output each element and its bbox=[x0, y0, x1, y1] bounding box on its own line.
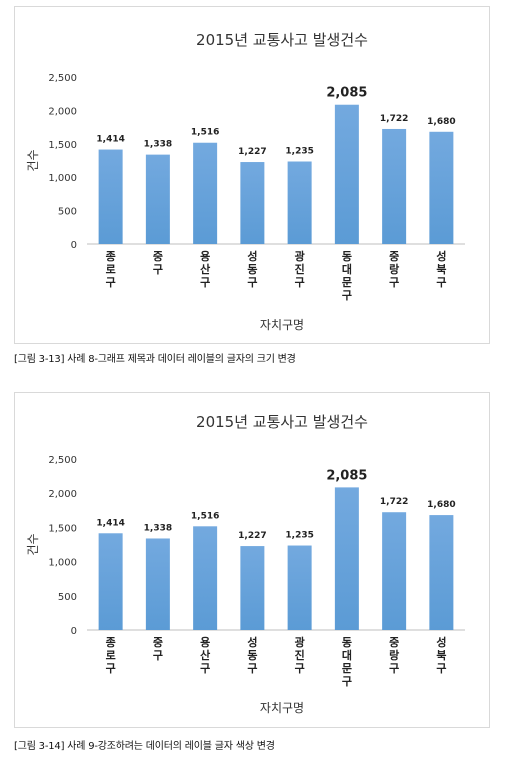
bar bbox=[193, 142, 218, 244]
data-label: 1,338 bbox=[144, 523, 172, 533]
data-label: 1,338 bbox=[144, 140, 172, 150]
x-axis-label: 자치구명 bbox=[260, 318, 304, 332]
chart-svg-2: 2015년 교통사고 발생건수 0 500 1,000 1,500 2,000 2,500 건… bbox=[26, 413, 465, 715]
y-axis-label: 건수 bbox=[26, 149, 40, 171]
data-label: 1,227 bbox=[238, 531, 266, 541]
bar bbox=[240, 162, 265, 244]
x-axis-label: 자치구명 bbox=[260, 701, 304, 715]
bar bbox=[145, 154, 170, 244]
bar bbox=[145, 538, 170, 630]
y-tick-label: 2,500 bbox=[48, 455, 77, 466]
data-label: 1,235 bbox=[285, 531, 313, 541]
bar bbox=[287, 161, 312, 244]
chart-title: 2015년 교통사고 발생건수 bbox=[196, 413, 368, 431]
figure-caption-2: [그림 3-14] 사례 9-강조하려는 데이터의 레이블 글자 색상 변경 bbox=[14, 741, 275, 752]
data-label: 1,414 bbox=[96, 135, 124, 145]
data-label-highlighted: 2,085 bbox=[326, 468, 367, 483]
y-tick-label: 1,000 bbox=[48, 173, 77, 184]
chart-panel-2: 2015년 교통사고 발생건수 0 500 1,000 1,500 2,000 2,500 건… bbox=[14, 392, 490, 728]
data-label: 1,235 bbox=[285, 147, 313, 157]
y-tick-label: 500 bbox=[58, 207, 77, 218]
bar bbox=[98, 533, 123, 630]
data-label: 1,227 bbox=[238, 147, 266, 157]
data-label: 1,680 bbox=[427, 117, 455, 127]
data-label: 1,722 bbox=[380, 114, 408, 124]
chart-panel-1: 2015년 교통사고 발생건수 0 500 1,000 1,500 2,000 2,500 건… bbox=[14, 6, 490, 344]
y-axis-label: 건수 bbox=[26, 533, 40, 555]
bar bbox=[429, 131, 454, 244]
figure-caption-1: [그림 3-13] 사례 8-그래프 제목과 데이터 레이블의 글자의 크기 변… bbox=[14, 354, 296, 365]
bar bbox=[334, 104, 359, 244]
y-tick-label: 1,500 bbox=[48, 523, 77, 534]
data-label-highlighted: 2,085 bbox=[326, 86, 367, 101]
data-label: 1,680 bbox=[427, 500, 455, 510]
y-tick-label: 0 bbox=[71, 240, 77, 251]
y-tick-label: 0 bbox=[71, 626, 77, 637]
chart-title: 2015년 교통사고 발생건수 bbox=[196, 31, 368, 49]
y-tick-label: 500 bbox=[58, 592, 77, 603]
data-label: 1,516 bbox=[191, 128, 219, 138]
bar bbox=[287, 545, 312, 630]
bar bbox=[193, 526, 218, 630]
y-tick-label: 2,000 bbox=[48, 106, 77, 117]
data-label: 1,722 bbox=[380, 497, 408, 507]
bar bbox=[382, 512, 407, 630]
bar bbox=[429, 515, 454, 630]
bar bbox=[98, 149, 123, 244]
data-label: 1,516 bbox=[191, 511, 219, 521]
data-label: 1,414 bbox=[96, 518, 124, 528]
y-tick-label: 1,000 bbox=[48, 558, 77, 569]
chart-svg-1: 2015년 교통사고 발생건수 0 500 1,000 1,500 2,000 2,500 건… bbox=[26, 31, 465, 332]
y-tick-label: 1,500 bbox=[48, 140, 77, 151]
bar bbox=[334, 487, 359, 630]
bar bbox=[240, 546, 265, 630]
y-tick-label: 2,000 bbox=[48, 489, 77, 500]
bar bbox=[382, 128, 407, 244]
y-tick-label: 2,500 bbox=[48, 73, 77, 84]
